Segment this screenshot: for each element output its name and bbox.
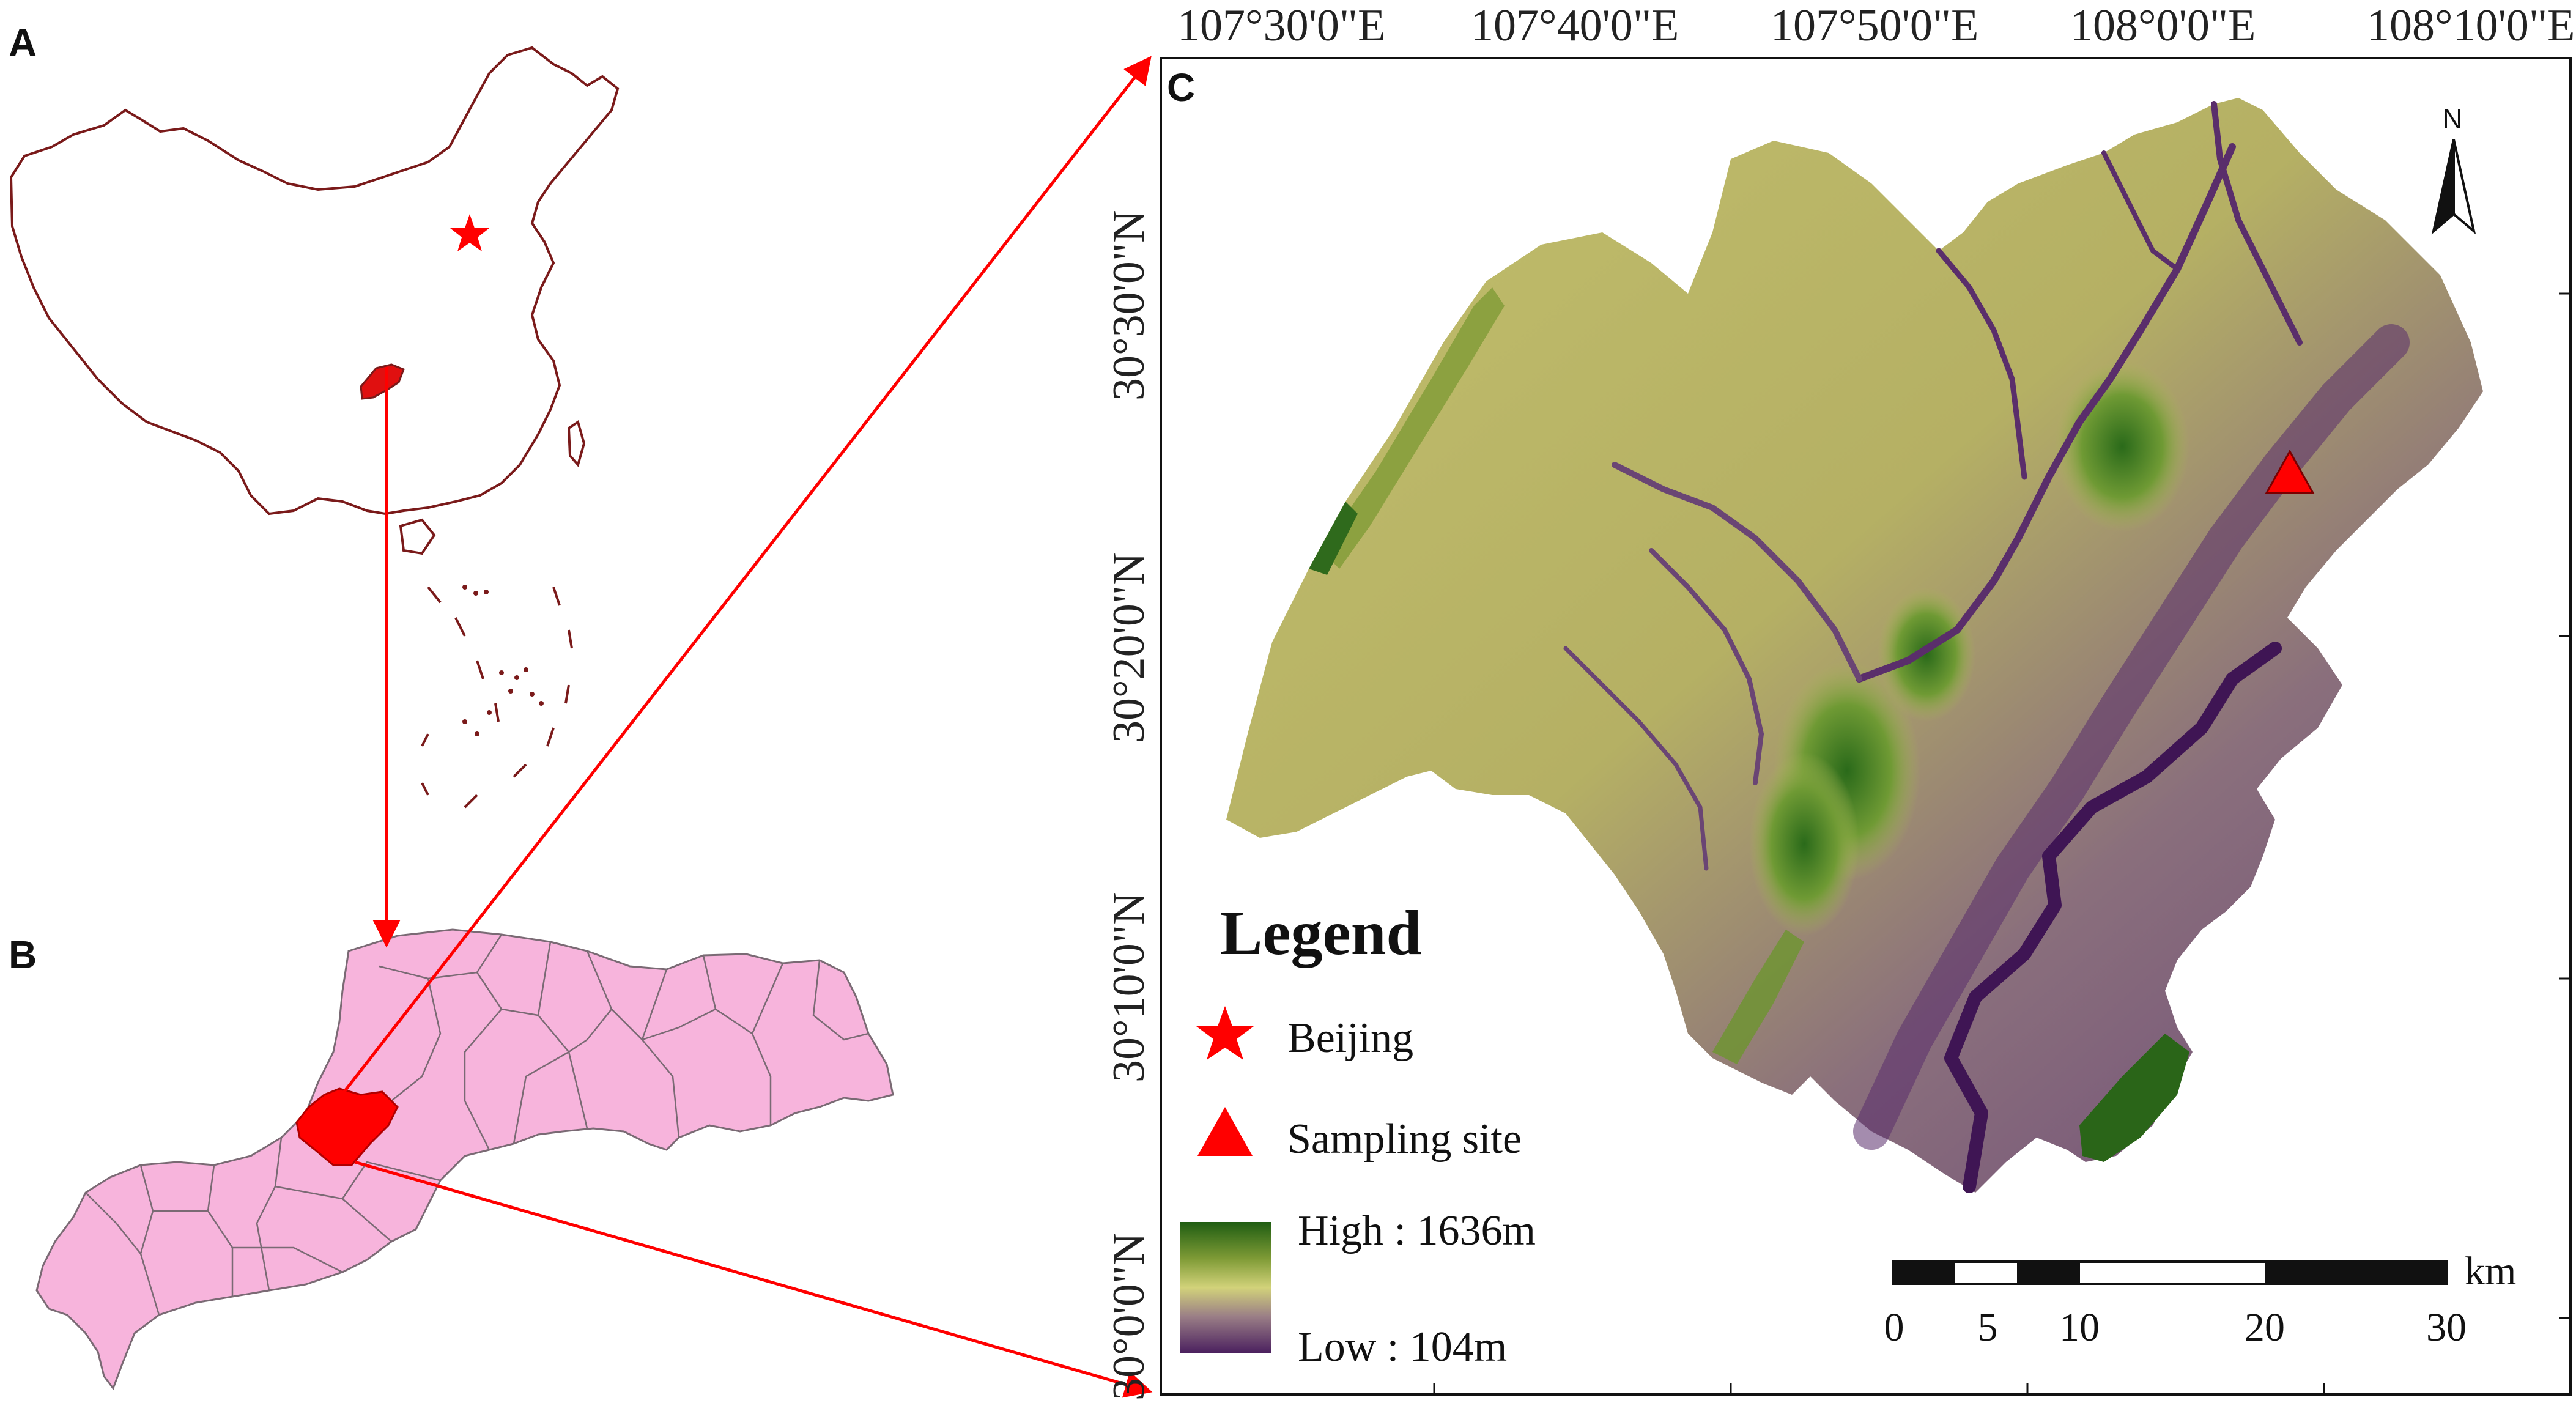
lowland-valleys xyxy=(1563,101,2410,1193)
longitude-label: 107°40'0"E xyxy=(1471,1,1679,51)
study-region-marker xyxy=(360,363,405,400)
frame-ticks xyxy=(1433,292,2570,1394)
longitude-labels: 107°30'0"E 107°40'0"E 107°50'0"E 108°0'0… xyxy=(1177,1,2575,51)
arrow-b-to-c-bottom xyxy=(354,1160,1153,1398)
legend-low-label: Low : 104m xyxy=(1298,1323,1507,1371)
latitude-label: 30°20'0"N xyxy=(1104,552,1154,743)
longitude-label: 107°50'0"E xyxy=(1771,1,1978,51)
scale-tick: 20 xyxy=(2245,1305,2285,1350)
panel-b-label: B xyxy=(9,933,37,977)
high-elevation-ridges xyxy=(1309,287,2189,1162)
panel-c: C 107°30'0"E 107°40'0"E 107°50'0"E 108°0… xyxy=(1104,1,2575,1401)
panel-c-label: C xyxy=(1167,65,1195,109)
legend-triangle-icon xyxy=(1197,1107,1253,1156)
scale-bar: km 0 5 10 20 30 xyxy=(1884,1249,2517,1350)
longitude-label: 108°0'0"E xyxy=(2070,1,2256,51)
scale-tick: 10 xyxy=(2059,1305,2100,1350)
legend-elevation-ramp xyxy=(1180,1222,1271,1353)
legend-beijing-label: Beijing xyxy=(1287,1015,1413,1062)
latitude-labels: 30°30'0"N 30°20'0"N 30°10'0"N 30°0'0"N xyxy=(1104,210,1154,1401)
arrow-b-to-c-top xyxy=(317,56,1152,1127)
north-arrow-left-half xyxy=(2431,139,2455,235)
beijing-star-marker xyxy=(450,214,489,251)
panel-b: B xyxy=(9,928,894,1391)
north-arrow: N xyxy=(2431,103,2476,235)
legend-star-icon xyxy=(1196,1006,1254,1060)
south-china-sea-islands xyxy=(462,585,544,736)
county-borders xyxy=(85,934,869,1316)
longitude-label: 108°10'0"E xyxy=(2367,1,2575,51)
sampling-site-marker xyxy=(2265,449,2315,494)
latitude-label: 30°0'0"N xyxy=(1104,1232,1154,1401)
north-label: N xyxy=(2442,103,2462,135)
terrain-dem xyxy=(1226,98,2483,1193)
taiwan-island xyxy=(567,420,586,468)
legend-sampling-label: Sampling site xyxy=(1287,1116,1522,1163)
legend: Legend Beijing Sampling site High : 1636… xyxy=(1180,898,1536,1371)
study-area-highlight xyxy=(295,1087,399,1166)
panel-a: A xyxy=(9,21,620,809)
connection-arrows xyxy=(317,56,1153,1398)
hainan-island xyxy=(399,518,436,555)
latitude-label: 30°10'0"N xyxy=(1104,892,1154,1083)
south-china-sea-dashes xyxy=(421,586,573,809)
scale-tick: 0 xyxy=(1884,1305,1904,1350)
scale-tick: 5 xyxy=(1978,1305,1998,1350)
longitude-label: 107°30'0"E xyxy=(1177,1,1385,51)
latitude-label: 30°30'0"N xyxy=(1104,210,1154,401)
legend-title: Legend xyxy=(1220,898,1421,968)
region-outline xyxy=(35,928,894,1391)
scale-unit: km xyxy=(2465,1249,2516,1294)
legend-high-label: High : 1636m xyxy=(1298,1207,1536,1254)
china-outline xyxy=(9,46,620,516)
panel-a-label: A xyxy=(9,21,37,65)
scale-tick: 30 xyxy=(2426,1305,2467,1350)
